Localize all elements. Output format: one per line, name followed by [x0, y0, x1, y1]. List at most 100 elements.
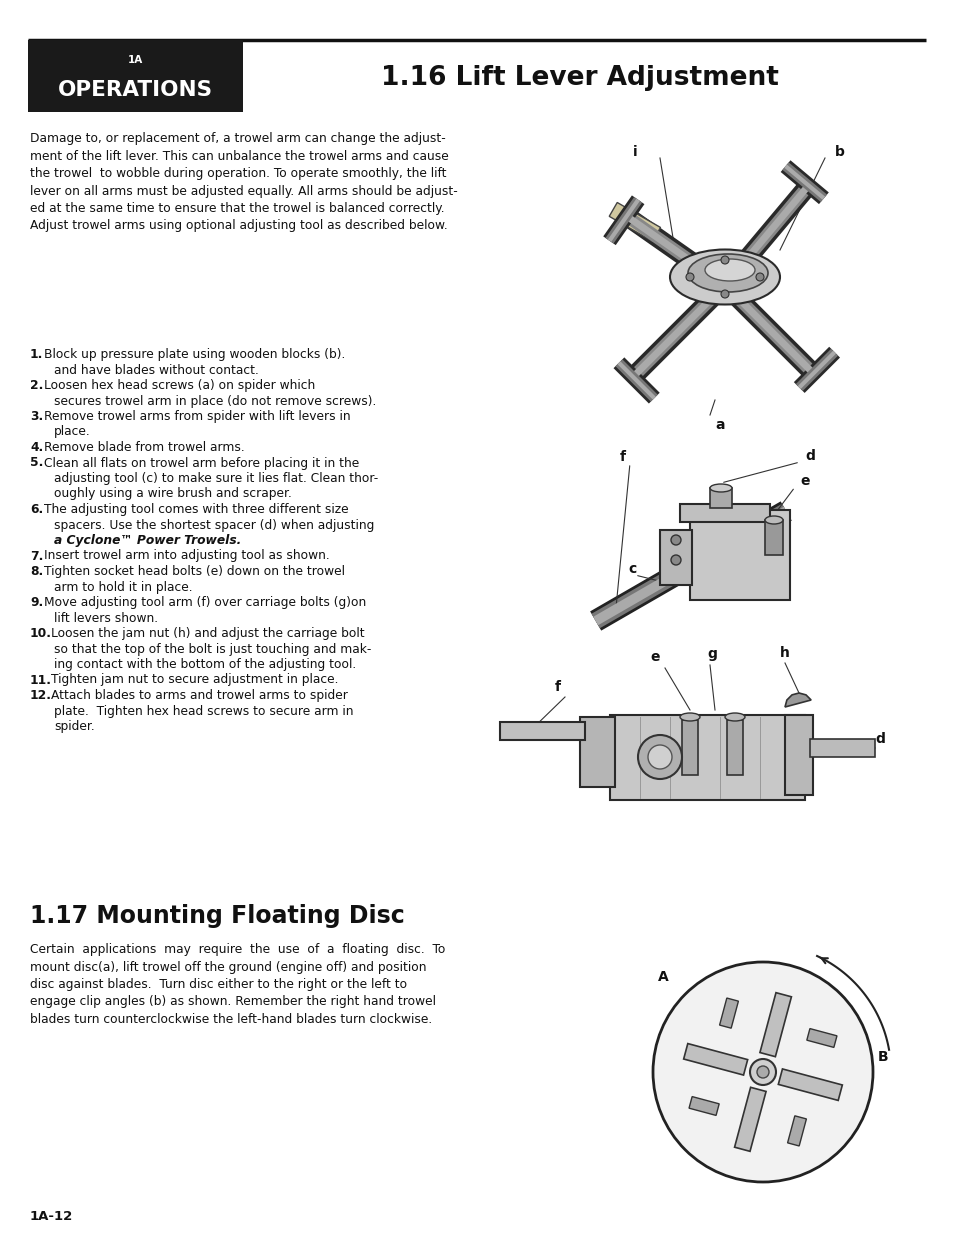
- Text: 1A: 1A: [128, 56, 143, 65]
- Bar: [609, 715, 804, 800]
- Bar: [760, 993, 791, 1057]
- Text: g: g: [706, 647, 717, 661]
- Text: h: h: [780, 646, 789, 659]
- Text: Attach blades to arms and trowel arms to spider: Attach blades to arms and trowel arms to…: [51, 689, 347, 701]
- Text: 11.: 11.: [30, 673, 52, 687]
- Text: i: i: [632, 144, 637, 159]
- Text: 9.: 9.: [30, 597, 43, 609]
- Text: The adjusting tool comes with three different size: The adjusting tool comes with three diff…: [45, 503, 349, 516]
- Circle shape: [652, 962, 872, 1182]
- Text: Damage to, or replacement of, a trowel arm can change the adjust-: Damage to, or replacement of, a trowel a…: [30, 132, 445, 144]
- Text: the trowel  to wobble during operation. To operate smoothly, the lift: the trowel to wobble during operation. T…: [30, 167, 446, 180]
- Ellipse shape: [724, 713, 744, 721]
- Text: 5.: 5.: [30, 457, 43, 469]
- Text: secures trowel arm in place (do not remove screws).: secures trowel arm in place (do not remo…: [54, 394, 376, 408]
- Text: A: A: [658, 969, 668, 984]
- Bar: [681, 720, 698, 776]
- Text: disc against blades.  Turn disc either to the right or the left to: disc against blades. Turn disc either to…: [30, 978, 407, 990]
- Bar: [787, 1115, 805, 1146]
- Text: so that the top of the bolt is just touching and mak-: so that the top of the bolt is just touc…: [54, 642, 371, 656]
- Text: arm to hold it in place.: arm to hold it in place.: [54, 580, 193, 594]
- Circle shape: [670, 555, 680, 564]
- Bar: [778, 1070, 841, 1100]
- Circle shape: [749, 1058, 775, 1086]
- Circle shape: [757, 1066, 768, 1078]
- Text: Block up pressure plate using wooden blocks (b).: Block up pressure plate using wooden blo…: [45, 348, 345, 361]
- Bar: [689, 510, 789, 600]
- Text: e: e: [650, 650, 659, 664]
- Text: Tighten jam nut to secure adjustment in place.: Tighten jam nut to secure adjustment in …: [51, 673, 337, 687]
- Text: a Cyclone™ Power Trowels.: a Cyclone™ Power Trowels.: [54, 534, 241, 547]
- Bar: [726, 720, 742, 776]
- Text: 3.: 3.: [30, 410, 43, 424]
- Ellipse shape: [679, 713, 700, 721]
- Circle shape: [685, 273, 693, 282]
- Text: Adjust trowel arms using optional adjusting tool as described below.: Adjust trowel arms using optional adjust…: [30, 220, 447, 232]
- Bar: [683, 1044, 747, 1076]
- Text: c: c: [627, 562, 636, 576]
- Bar: [719, 998, 738, 1029]
- Bar: [734, 1087, 765, 1151]
- Circle shape: [720, 290, 728, 298]
- Text: e: e: [800, 474, 809, 488]
- Bar: [28, 40, 243, 112]
- Bar: [688, 1097, 719, 1115]
- Text: 1.: 1.: [30, 348, 43, 361]
- Ellipse shape: [764, 516, 782, 524]
- Text: 6.: 6.: [30, 503, 43, 516]
- Text: Remove blade from trowel arms.: Remove blade from trowel arms.: [45, 441, 245, 454]
- Text: 2.: 2.: [30, 379, 43, 391]
- Bar: [609, 203, 659, 241]
- Text: Certain  applications  may  require  the  use  of  a  floating  disc.  To: Certain applications may require the use…: [30, 944, 445, 956]
- Text: Clean all flats on trowel arm before placing it in the: Clean all flats on trowel arm before pla…: [45, 457, 359, 469]
- Text: d: d: [804, 450, 814, 463]
- Text: oughly using a wire brush and scraper.: oughly using a wire brush and scraper.: [54, 488, 292, 500]
- Text: f: f: [555, 680, 560, 694]
- Text: 12.: 12.: [30, 689, 52, 701]
- Text: d: d: [874, 732, 884, 746]
- Text: and have blades without contact.: and have blades without contact.: [54, 363, 258, 377]
- Circle shape: [638, 735, 681, 779]
- Bar: [579, 718, 615, 787]
- Ellipse shape: [669, 249, 780, 305]
- Text: f: f: [619, 450, 625, 464]
- Text: 7.: 7.: [30, 550, 43, 562]
- Text: engage clip angles (b) as shown. Remember the right hand trowel: engage clip angles (b) as shown. Remembe…: [30, 995, 436, 1009]
- Text: B: B: [877, 1050, 887, 1065]
- Text: lever on all arms must be adjusted equally. All arms should be adjust-: lever on all arms must be adjusted equal…: [30, 184, 457, 198]
- Bar: [806, 1029, 836, 1047]
- Text: lift levers shown.: lift levers shown.: [54, 611, 158, 625]
- Text: mount disc(a), lift trowel off the ground (engine off) and position: mount disc(a), lift trowel off the groun…: [30, 961, 426, 973]
- Text: blades turn counterclockwise the left-hand blades turn clockwise.: blades turn counterclockwise the left-ha…: [30, 1013, 432, 1026]
- Text: adjusting tool (c) to make sure it lies flat. Clean thor-: adjusting tool (c) to make sure it lies …: [54, 472, 377, 485]
- Text: Insert trowel arm into adjusting tool as shown.: Insert trowel arm into adjusting tool as…: [45, 550, 330, 562]
- Circle shape: [670, 535, 680, 545]
- Bar: [764, 520, 782, 555]
- Text: place.: place.: [54, 426, 91, 438]
- Circle shape: [720, 256, 728, 264]
- Text: OPERATIONS: OPERATIONS: [57, 80, 213, 100]
- Text: 8.: 8.: [30, 564, 43, 578]
- Text: ed at the same time to ensure that the trowel is balanced correctly.: ed at the same time to ensure that the t…: [30, 203, 444, 215]
- Ellipse shape: [687, 254, 767, 291]
- Bar: [809, 739, 874, 757]
- Bar: [784, 715, 812, 795]
- Text: Loosen hex head screws (a) on spider which: Loosen hex head screws (a) on spider whi…: [45, 379, 315, 391]
- Circle shape: [755, 273, 763, 282]
- Bar: [499, 722, 584, 740]
- Text: 1.16 Lift Lever Adjustment: 1.16 Lift Lever Adjustment: [380, 65, 778, 91]
- Text: ment of the lift lever. This can unbalance the trowel arms and cause: ment of the lift lever. This can unbalan…: [30, 149, 448, 163]
- Text: Tighten socket head bolts (e) down on the trowel: Tighten socket head bolts (e) down on th…: [45, 564, 345, 578]
- Text: 4.: 4.: [30, 441, 43, 454]
- Bar: [659, 530, 691, 585]
- Text: ing contact with the bottom of the adjusting tool.: ing contact with the bottom of the adjus…: [54, 658, 355, 671]
- Text: 1.17 Mounting Floating Disc: 1.17 Mounting Floating Disc: [30, 904, 404, 927]
- Ellipse shape: [709, 484, 731, 492]
- Text: 10.: 10.: [30, 627, 52, 640]
- Text: b: b: [834, 144, 844, 159]
- Text: Remove trowel arms from spider with lift levers in: Remove trowel arms from spider with lift…: [45, 410, 351, 424]
- Bar: [679, 504, 769, 522]
- Circle shape: [647, 745, 671, 769]
- Text: Move adjusting tool arm (f) over carriage bolts (g)on: Move adjusting tool arm (f) over carriag…: [45, 597, 366, 609]
- Text: 1A-12: 1A-12: [30, 1210, 73, 1223]
